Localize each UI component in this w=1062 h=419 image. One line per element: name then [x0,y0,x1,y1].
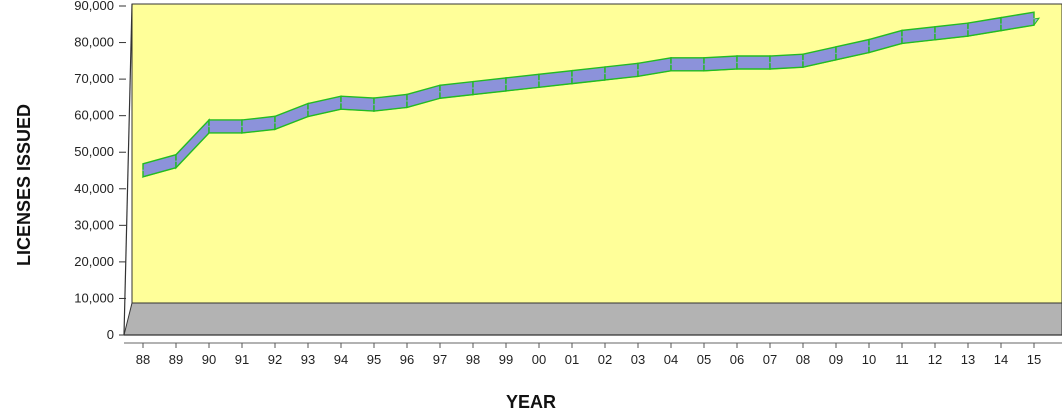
y-tick-label: 60,000 [74,108,114,123]
x-tick-label: 07 [763,352,777,367]
ribbon-front-segment [934,22,969,41]
x-tick-label: 08 [796,352,810,367]
data-point [769,61,771,64]
y-tick-label: 90,000 [74,0,114,13]
x-tick-label: 92 [268,352,282,367]
x-tick-label: 90 [202,352,216,367]
data-point [472,87,474,89]
y-axis-title: LICENSES ISSUED [14,104,34,266]
data-point [967,28,969,31]
ribbon-front-segment [439,80,474,100]
chart-floor [123,302,1062,336]
ribbon-front-segment [571,66,606,85]
data-point [307,109,309,111]
y-tick-label: 40,000 [74,181,114,196]
x-tick-label: 02 [598,352,612,367]
x-tick-label: 03 [631,352,645,367]
ribbon-front-segment [670,57,705,72]
data-point [670,63,672,66]
x-tick-label: 11 [895,352,909,367]
ribbon-front-segment [208,119,243,134]
ribbon-front-segment [538,69,573,89]
data-point [505,83,507,86]
data-point [802,59,804,62]
x-tick-label: 89 [169,352,183,367]
data-point [1033,17,1035,20]
chart-back-wall [131,3,1062,304]
ribbon-front-segment [769,53,804,70]
y-tick-label: 80,000 [74,35,114,50]
ribbon-front-segment [604,62,639,81]
data-point [406,100,408,102]
data-point [736,61,738,64]
data-point [241,125,243,128]
x-tick-label: 04 [664,352,678,367]
x-tick-label: 94 [334,352,348,367]
x-axis-title: YEAR [506,392,556,412]
x-axis-ticks: 88 89 90 91 92 93 94 95 96 97 98 99 00 01 02 03 04 05 06 07… [136,343,1041,367]
x-tick-label: 14 [994,352,1008,367]
data-point [835,52,837,55]
y-axis-ticks: 0 10,000 20,000 30,000 40,000 50,000 60,000 70,… [74,0,126,342]
ribbon-front-segment [505,73,540,92]
x-tick-label: 15 [1027,352,1041,367]
data-point [604,72,606,75]
ribbon-front-segment [901,25,936,45]
x-tick-label: 05 [697,352,711,367]
ribbon-front-segment [703,55,738,72]
data-point [274,122,276,124]
data-point [1000,23,1002,25]
x-tick-label: 00 [532,352,546,367]
data-point [340,101,342,104]
data-point [901,36,903,38]
data-point [868,45,870,47]
y-tick-label: 70,000 [74,71,114,86]
x-tick-label: 93 [301,352,315,367]
y-tick-label: 0 [107,327,114,342]
ribbon-front-segment [472,77,507,96]
ribbon-front-segment [1000,11,1035,32]
data-point [439,90,441,93]
y-tick-label: 20,000 [74,254,114,269]
y-tick-label: 50,000 [74,144,114,159]
data-point [637,69,639,71]
ribbon-front-segment [340,95,375,112]
x-tick-label: 96 [400,352,414,367]
ribbon-front-segment [736,55,771,70]
data-point [142,169,144,172]
x-tick-label: 12 [928,352,942,367]
x-tick-label: 98 [466,352,480,367]
x-tick-label: 13 [961,352,975,367]
x-tick-label: 88 [136,352,150,367]
x-tick-label: 95 [367,352,381,367]
y-axis-line [123,3,133,336]
ribbon-front-segment [373,93,408,112]
data-point [703,63,705,66]
data-point [208,125,210,128]
ribbon-front-segment [241,115,276,134]
data-point [934,32,936,35]
x-tick-label: 06 [730,352,744,367]
x-tick-label: 10 [862,352,876,367]
data-point [175,160,177,163]
x-tick-label: 91 [235,352,249,367]
data-point [538,79,540,82]
y-tick-label: 10,000 [74,290,114,305]
data-point [571,76,573,78]
x-tick-label: 97 [433,352,447,367]
y-tick-label: 30,000 [74,217,114,232]
x-tick-label: 99 [499,352,513,367]
data-series-ribbon [141,11,1041,178]
x-tick-label: 09 [829,352,843,367]
x-tick-label: 01 [565,352,579,367]
data-point [373,103,375,106]
